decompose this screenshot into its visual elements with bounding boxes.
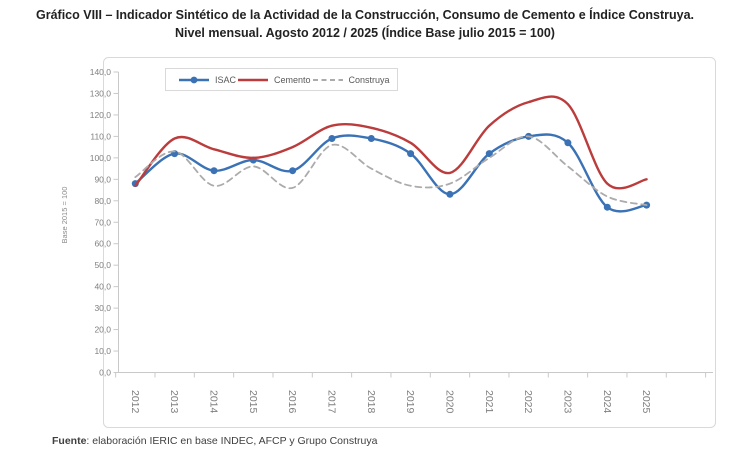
y-tick-label: 20,0 [94, 325, 111, 335]
legend-item-isac: ISAC [177, 75, 236, 85]
legend-item-cemento: Cemento [236, 75, 311, 85]
series-isac-marker [446, 190, 454, 198]
series-isac-marker [485, 150, 493, 158]
y-tick-label: 50,0 [94, 260, 111, 270]
chart-title: Gráfico VIII – Indicador Sintético de la… [0, 7, 730, 42]
x-tick-label: 2012 [129, 390, 141, 414]
series-isac-marker [407, 150, 415, 158]
x-tick-label: 2018 [365, 390, 377, 414]
chart-frame [103, 57, 716, 428]
y-tick-label: 60,0 [94, 239, 111, 249]
cemento-series-icon [238, 78, 269, 81]
x-tick-label: 2020 [443, 390, 455, 414]
x-tick-label: 2014 [207, 390, 219, 414]
legend-item-construya: Construya [311, 75, 390, 85]
series-isac-marker [289, 167, 297, 175]
source-note: Fuente: elaboración IERIC en base INDEC,… [52, 435, 377, 447]
x-tick-label: 2016 [286, 390, 298, 414]
y-tick-label: 90,0 [94, 174, 111, 184]
series-isac-marker [210, 167, 218, 175]
y-tick-label: 80,0 [94, 196, 111, 206]
y-tick-label: 100,0 [90, 153, 112, 163]
construya-series-icon [312, 78, 343, 81]
x-tick-label: 2021 [483, 390, 495, 414]
source-label: Fuente [52, 435, 87, 447]
source-text: : elaboración IERIC en base INDEC, AFCP … [86, 435, 378, 447]
y-tick-label: 30,0 [94, 303, 111, 313]
chart-title-line2: Nivel mensual. Agosto 2012 / 2025 (Índic… [175, 25, 555, 40]
series-isac-marker [367, 135, 375, 142]
x-tick-label: 2017 [325, 390, 337, 414]
x-tick-label: 2013 [168, 390, 180, 414]
series-isac-marker [603, 203, 611, 211]
legend-label-construya: Construya [348, 74, 390, 85]
chart-title-line1: Gráfico VIII – Indicador Sintético de la… [36, 8, 694, 22]
x-tick-label: 2022 [522, 390, 534, 414]
legend-label-isac: ISAC [215, 74, 237, 85]
x-tick-label: 2025 [640, 390, 652, 414]
series-construya-line [134, 135, 648, 206]
y-tick-label: 140,0 [90, 67, 112, 77]
y-tick-label: 120,0 [90, 110, 112, 120]
y-tick-label: 110,0 [90, 131, 111, 141]
legend-label-cemento: Cemento [274, 74, 311, 85]
y-tick-label: 70,0 [94, 217, 111, 227]
series-cemento-line [134, 95, 648, 190]
series-isac-marker [564, 139, 572, 147]
legend: ISAC Cemento Construya [165, 68, 398, 91]
x-tick-label: 2024 [601, 390, 613, 414]
x-tick-label: 2019 [404, 390, 416, 414]
y-axis-title: Base 2015 = 100 [60, 187, 69, 244]
x-tick-label: 2023 [561, 390, 573, 414]
y-tick-label: 40,0 [94, 282, 111, 292]
x-tick-label: 2015 [247, 390, 259, 414]
series-isac-marker [328, 135, 336, 142]
y-tick-label: 130,0 [90, 88, 112, 98]
y-tick-label: 10,0 [94, 346, 111, 356]
isac-series-icon [179, 76, 209, 83]
y-tick-label: 0,0 [99, 368, 111, 378]
